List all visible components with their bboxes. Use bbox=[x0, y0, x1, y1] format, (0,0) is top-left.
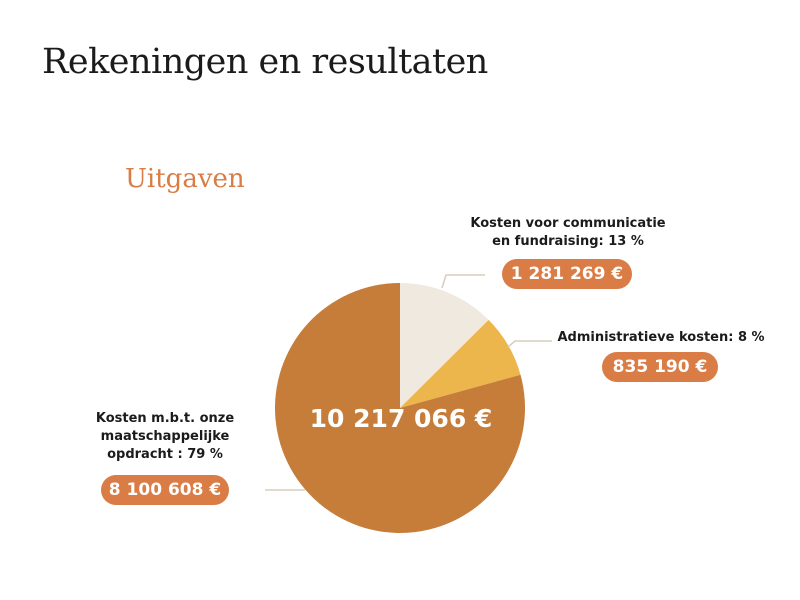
slice-label-mission: Kosten m.b.t. onze maatschappelijke opdr… bbox=[80, 410, 250, 464]
label-line: maatschappelijke bbox=[100, 429, 230, 444]
value-badge-mission: 8 100 608 € bbox=[101, 475, 229, 505]
slice-label-administration: Administratieve kosten: 8 % bbox=[555, 329, 767, 347]
slice-label-communication: Kosten voor communicatie en fundraising:… bbox=[452, 215, 684, 251]
label-line: opdracht : 79 % bbox=[107, 447, 223, 462]
total-label: 10 217 066 € bbox=[309, 404, 493, 433]
value-badge-administration: 835 190 € bbox=[602, 352, 718, 382]
label-line: Kosten m.b.t. onze bbox=[95, 411, 235, 426]
leader-line-communication bbox=[441, 274, 485, 289]
label-line: Kosten voor communicatie bbox=[470, 216, 666, 231]
pie-slice-mission bbox=[275, 283, 525, 534]
pie-slice-administration bbox=[400, 319, 521, 408]
label-line: Administratieve kosten: 8 % bbox=[557, 330, 765, 345]
chart-title: Uitgaven bbox=[125, 164, 245, 194]
pie-slice-communication bbox=[400, 283, 489, 408]
page-title: Rekeningen en resultaten bbox=[42, 42, 488, 82]
leader-line-administration bbox=[507, 340, 552, 348]
label-line: en fundraising: 13 % bbox=[492, 234, 644, 249]
value-badge-communication: 1 281 269 € bbox=[502, 259, 632, 289]
